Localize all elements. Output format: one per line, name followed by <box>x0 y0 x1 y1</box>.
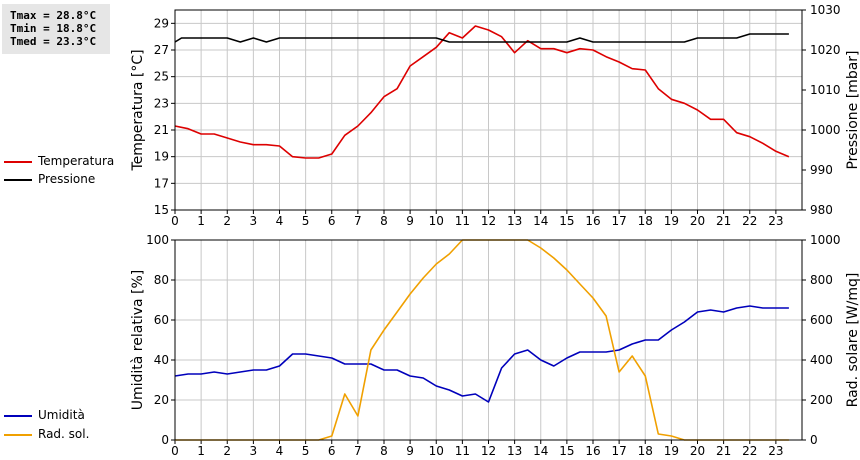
legend-swatch-radiation <box>4 434 32 436</box>
bottom-x-tick-label: 6 <box>328 444 336 458</box>
bottom-x-tick-label: 10 <box>429 444 444 458</box>
top-x-tick-label: 22 <box>742 214 757 228</box>
top-x-tick-label: 17 <box>611 214 626 228</box>
top-x-tick-label: 2 <box>223 214 231 228</box>
bottom-y2-tick-label: 1000 <box>810 233 841 247</box>
bottom-x-tick-label: 1 <box>197 444 205 458</box>
bottom-x-tick-label: 15 <box>559 444 574 458</box>
top-x-tick-label: 5 <box>302 214 310 228</box>
legend-swatch-humidity <box>4 415 32 417</box>
bottom-x-tick-label: 17 <box>611 444 626 458</box>
legend-label-temperature: Temperatura <box>38 154 115 168</box>
bottom-y2-tick-label: 200 <box>810 393 833 407</box>
bottom-radiation-line <box>175 239 789 441</box>
bottom-x-tick-label: 12 <box>481 444 496 458</box>
bottom-x-tick-label: 13 <box>507 444 522 458</box>
tmax-stat: Tmax = 28.8°C <box>10 9 97 22</box>
top-x-tick-label: 4 <box>276 214 284 228</box>
bottom-x-tick-label: 14 <box>533 444 548 458</box>
top-y-tick-label: 27 <box>154 43 169 57</box>
bottom-x-tick-label: 3 <box>250 444 258 458</box>
bottom-x-tick-label: 7 <box>354 444 362 458</box>
legend-label-radiation: Rad. sol. <box>38 427 90 441</box>
legend-label-pressure: Pressione <box>38 172 96 186</box>
top-x-tick-label: 14 <box>533 214 548 228</box>
bottom-x-tick-label: 22 <box>742 444 757 458</box>
top-plot-frame <box>174 9 803 211</box>
tmed-stat: Tmed = 23.3°C <box>10 35 97 48</box>
top-x-tick-label: 1 <box>197 214 205 228</box>
bottom-y2-axis-title: Rad. solare [W/mq] <box>845 273 860 408</box>
top-x-tick-label: 20 <box>690 214 705 228</box>
top-x-tick-label: 9 <box>406 214 414 228</box>
bottom-x-tick-label: 2 <box>223 444 231 458</box>
bottom-x-tick-label: 4 <box>276 444 284 458</box>
top-y2-tick-label: 990 <box>810 163 833 177</box>
top-y-tick-label: 21 <box>154 123 169 137</box>
top-temperature-line <box>174 25 790 159</box>
top-x-tick-label: 8 <box>380 214 388 228</box>
bottom-y2-tick-label: 0 <box>810 433 818 447</box>
bottom-x-tick-label: 11 <box>455 444 470 458</box>
top-y-tick-label: 15 <box>154 203 169 217</box>
bottom-x-tick-label: 23 <box>768 444 783 458</box>
bottom-y-tick-label: 40 <box>154 353 169 367</box>
bottom-y-tick-label: 20 <box>154 393 169 407</box>
top-x-tick-label: 6 <box>328 214 336 228</box>
legend-label-humidity: Umidità <box>38 408 85 422</box>
bottom-x-tick-label: 5 <box>302 444 310 458</box>
top-x-tick-label: 11 <box>455 214 470 228</box>
bottom-y-tick-label: 80 <box>154 273 169 287</box>
bottom-x-tick-label: 0 <box>171 444 179 458</box>
top-x-tick-label: 0 <box>171 214 179 228</box>
top-x-tick-label: 18 <box>638 214 653 228</box>
top-y2-tick-label: 1010 <box>810 83 841 97</box>
top-x-tick-label: 23 <box>768 214 783 228</box>
bottom-x-tick-label: 19 <box>664 444 679 458</box>
top-y2-tick-label: 980 <box>810 203 833 217</box>
bottom-x-tick-label: 8 <box>380 444 388 458</box>
top-y-axis-title: Temperatura [°C] <box>130 49 146 171</box>
top-y2-tick-label: 1020 <box>810 43 841 57</box>
bottom-y-tick-label: 100 <box>146 233 169 247</box>
top-x-tick-label: 15 <box>559 214 574 228</box>
top-y-tick-label: 17 <box>154 176 169 190</box>
bottom-y2-tick-label: 800 <box>810 273 833 287</box>
bottom-x-tick-label: 20 <box>690 444 705 458</box>
top-y2-tick-label: 1000 <box>810 123 841 137</box>
bottom-y-tick-label: 0 <box>161 433 169 447</box>
bottom-y-axis-title: Umidità relativa [%] <box>130 270 146 411</box>
bottom-y-tick-label: 60 <box>154 313 169 327</box>
bottom-x-tick-label: 9 <box>406 444 414 458</box>
top-x-tick-label: 3 <box>250 214 258 228</box>
bottom-x-tick-label: 18 <box>638 444 653 458</box>
top-x-tick-label: 10 <box>429 214 444 228</box>
top-x-tick-label: 21 <box>716 214 731 228</box>
top-y-tick-label: 19 <box>154 150 169 164</box>
bottom-plot-frame <box>174 239 803 441</box>
top-x-tick-label: 12 <box>481 214 496 228</box>
legend-swatch-pressure <box>4 179 32 181</box>
bottom-y2-tick-label: 400 <box>810 353 833 367</box>
top-y-tick-label: 29 <box>154 16 169 30</box>
top-y2-axis-title: Pressione [mbar] <box>845 50 860 169</box>
bottom-x-tick-label: 16 <box>585 444 600 458</box>
top-x-tick-label: 16 <box>585 214 600 228</box>
top-x-tick-label: 7 <box>354 214 362 228</box>
top-x-tick-label: 13 <box>507 214 522 228</box>
top-pressure-line <box>174 33 789 43</box>
top-y-tick-label: 23 <box>154 96 169 110</box>
top-y2-tick-label: 1030 <box>810 3 841 17</box>
bottom-x-tick-label: 21 <box>716 444 731 458</box>
bottom-humidity-line <box>174 305 789 403</box>
legend-swatch-temperature <box>4 161 32 163</box>
stats-box: Tmax = 28.8°C Tmin = 18.8°C Tmed = 23.3°… <box>2 4 110 54</box>
tmin-stat: Tmin = 18.8°C <box>10 22 97 35</box>
top-x-tick-label: 19 <box>664 214 679 228</box>
top-y-tick-label: 25 <box>154 70 169 84</box>
bottom-y2-tick-label: 600 <box>810 313 833 327</box>
